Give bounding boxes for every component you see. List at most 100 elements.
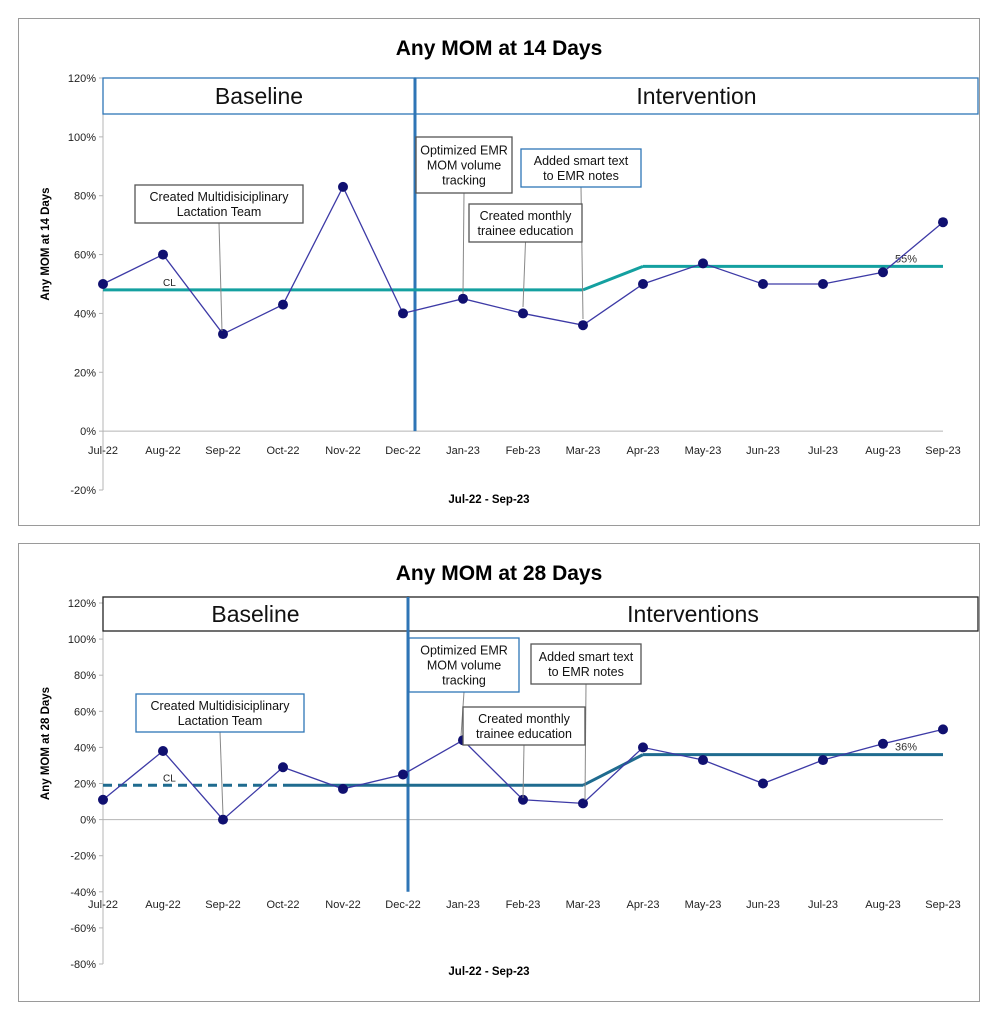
phase-label: Interventions — [627, 601, 759, 627]
annotation-box — [520, 148, 642, 188]
data-point-aug-23 — [878, 267, 888, 278]
annotation-box — [462, 706, 586, 746]
x-tick-label: Jul-22 — [88, 445, 118, 457]
data-point-sep-23 — [938, 724, 948, 735]
data-point-jul-23 — [818, 755, 828, 766]
data-point-dec-22 — [398, 769, 408, 780]
data-point-aug-22 — [158, 249, 168, 260]
annotation-text: Optimized EMR — [420, 644, 508, 658]
phase-label: Baseline — [215, 83, 303, 109]
data-point-sep-22 — [218, 329, 228, 340]
x-tick-label: Sep-23 — [925, 445, 960, 457]
data-point-sep-23 — [938, 217, 948, 228]
center-line-label: CL — [163, 278, 176, 289]
chart-28-days: Any MOM at 28 Days -80% -60% -40% -20% 0% 20% 4… — [40, 562, 979, 978]
x-tick-label: Jul-23 — [808, 445, 838, 457]
y-tick-label: -40% — [70, 887, 96, 899]
annotation-pointer — [522, 744, 525, 799]
y-tick-label: -20% — [70, 485, 96, 497]
data-point-apr-23 — [638, 279, 648, 289]
y-tick-label: 20% — [74, 779, 96, 791]
data-point-may-23 — [698, 258, 708, 269]
chart-title: Any MOM at 28 Days — [396, 562, 603, 585]
chart-title: Any MOM at 14 Days — [396, 37, 603, 60]
y-tick-label: 20% — [74, 367, 96, 379]
phase-box-interventions — [407, 596, 979, 632]
annotation-text: trainee education — [478, 224, 574, 238]
x-tick-label: Nov-22 — [325, 445, 360, 457]
data-point-mar-23 — [578, 798, 588, 809]
phase-label: Baseline — [211, 601, 299, 627]
data-point-apr-23 — [638, 742, 648, 753]
x-axis-title: Jul-22 - Sep-23 — [448, 494, 529, 506]
x-tick-label: Apr-23 — [626, 899, 659, 911]
x-tick-label: Jun-23 — [746, 899, 780, 911]
x-tick-label: Oct-22 — [266, 445, 299, 457]
chart-panel-28-days: Any MOM at 28 Days -80% -60% -40% -20% 0% 20% 4… — [18, 543, 980, 1002]
data-point-jul-22 — [98, 794, 108, 805]
x-tick-label: Oct-22 — [266, 899, 299, 911]
y-tick-label: -60% — [70, 923, 96, 935]
annotation-text: trainee education — [476, 727, 572, 741]
data-point-mar-23 — [578, 320, 588, 331]
data-point-jul-22 — [98, 279, 108, 289]
data-point-nov-22 — [338, 181, 348, 192]
data-point-dec-22 — [398, 308, 408, 319]
annotation-text: Created monthly — [480, 209, 572, 223]
y-tick-label: 80% — [74, 670, 96, 682]
annotation-box — [530, 643, 642, 685]
annotation-text: MOM volume — [427, 659, 501, 673]
center-line-segment — [582, 753, 644, 787]
data-point-oct-22 — [278, 299, 288, 310]
x-tick-label: Jan-23 — [446, 445, 480, 457]
annotation-text: Created monthly — [478, 712, 570, 726]
x-tick-label: Feb-23 — [506, 899, 541, 911]
x-tick-label: Aug-22 — [145, 899, 180, 911]
x-axis-title: Jul-22 - Sep-23 — [448, 966, 529, 978]
annotation-text: Added smart text — [534, 154, 629, 168]
annotation-text: tracking — [442, 674, 486, 688]
y-tick-label: 40% — [74, 308, 96, 320]
chart-14-days: Any MOM at 14 Days -20% 0% 20% 40% 60% 80% 100%… — [40, 37, 979, 506]
y-tick-label: 40% — [74, 742, 96, 754]
data-point-sep-22 — [218, 814, 228, 825]
annotation-text: to EMR notes — [548, 665, 624, 679]
annotation-pointer — [522, 241, 526, 308]
annotation-text: Created Multidisiciplinary — [151, 699, 291, 713]
y-tick-label: 0% — [80, 426, 96, 438]
x-tick-label: Sep-22 — [205, 899, 240, 911]
data-point-jul-23 — [818, 279, 828, 289]
y-tick-label: 100% — [68, 634, 96, 646]
y-tick-label: -80% — [70, 959, 96, 971]
data-point-feb-23 — [518, 308, 528, 319]
annotation-text: Added smart text — [539, 650, 634, 664]
x-tick-label: Dec-22 — [385, 445, 420, 457]
data-point-may-23 — [698, 755, 708, 766]
annotation-text: Lactation Team — [177, 205, 262, 219]
y-tick-label: 120% — [68, 598, 96, 610]
center-line-end-label: 36% — [895, 742, 917, 754]
x-tick-label: Sep-22 — [205, 445, 240, 457]
data-point-nov-22 — [338, 783, 348, 794]
phase-label: Intervention — [636, 83, 756, 109]
x-tick-label: Mar-23 — [566, 899, 601, 911]
y-axis-title: Any MOM at 28 Days — [40, 687, 52, 800]
x-tick-label: Feb-23 — [506, 445, 541, 457]
annotation-pointer — [219, 731, 224, 816]
x-tick-label: Mar-23 — [566, 445, 601, 457]
annotation-pointer — [462, 192, 465, 295]
x-tick-label: Dec-22 — [385, 899, 420, 911]
annotation-text: MOM volume — [427, 159, 501, 173]
data-point-jun-23 — [758, 778, 768, 789]
x-tick-label: May-23 — [685, 899, 722, 911]
data-point-aug-23 — [878, 738, 888, 749]
annotation-text: tracking — [442, 174, 486, 188]
x-tick-label: May-23 — [685, 445, 722, 457]
center-line-segment — [582, 264, 644, 292]
data-point-jun-23 — [758, 279, 768, 289]
y-tick-label: 120% — [68, 73, 96, 85]
x-tick-label: Sep-23 — [925, 899, 960, 911]
chart-panel-14-days: Any MOM at 14 Days -20% 0% 20% 40% 60% 80% 100%… — [18, 18, 980, 526]
center-line-end-label: 55% — [895, 253, 917, 265]
annotation-box — [468, 203, 583, 243]
